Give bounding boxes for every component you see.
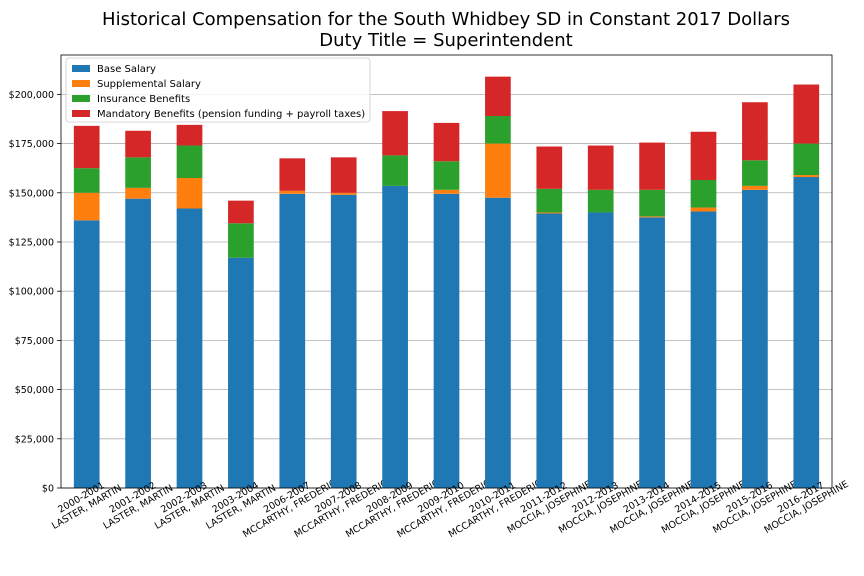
y-tick-label: $200,000 (9, 90, 54, 101)
y-tick-label: $25,000 (15, 434, 54, 445)
bar-segment (639, 189, 665, 217)
legend-swatch (72, 110, 90, 117)
bar-segment (382, 185, 408, 488)
bar-segment (73, 192, 100, 221)
plot-area: $0 $25,000 $50,000 $75,000 $100,000 $125,000 $… (9, 54, 851, 540)
bar-segment (536, 212, 563, 214)
y-tick-label: $175,000 (9, 139, 54, 150)
bar-segment (228, 257, 254, 488)
bar-segment (793, 177, 820, 488)
bar-segment (330, 192, 357, 195)
bar-segment (433, 161, 460, 190)
y-tick-label: $50,000 (15, 385, 54, 396)
bar-segment (485, 197, 511, 488)
bar-segment (536, 213, 563, 488)
bar-segment (639, 142, 665, 190)
legend-label: Supplemental Salary (97, 79, 201, 90)
y-tick-label: $75,000 (15, 336, 54, 347)
bar-segment (742, 102, 768, 161)
bar-segment (485, 116, 511, 144)
bar-segment (639, 216, 665, 218)
bar-segment (536, 188, 563, 213)
y-tick-label: $150,000 (9, 188, 54, 199)
bar-segment (279, 158, 306, 191)
bar-segment (382, 155, 408, 186)
legend-label: Mandatory Benefits (pension funding + pa… (97, 109, 365, 120)
bar-segment (742, 189, 768, 489)
axes-frame (60, 54, 833, 489)
chart-subtitle: Duty Title = Superintendent (319, 30, 572, 51)
bar-segment (125, 198, 151, 488)
y-tick-label: $125,000 (9, 237, 54, 248)
legend-swatch (72, 65, 90, 72)
bar-segment (176, 208, 203, 488)
bar-segment (587, 212, 614, 489)
bar-segment (587, 189, 614, 213)
legend: Base Salary Supplemental Salary Insurance … (65, 57, 371, 123)
legend-label: Base Salary (97, 64, 156, 75)
bar-segment (330, 194, 357, 488)
bar-segment (639, 217, 665, 488)
bar-segment (742, 185, 768, 190)
bar-segment (279, 193, 306, 488)
bar-segment (433, 122, 460, 162)
bar-segment (125, 130, 151, 158)
bar-segment (485, 143, 511, 198)
bar-segment (279, 190, 306, 194)
legend-swatch (72, 80, 90, 87)
bar-segment (228, 200, 254, 224)
y-tick-label: $100,000 (9, 287, 54, 298)
y-tick-label: $0 (42, 484, 54, 495)
bar-segment (485, 76, 511, 117)
bar-segment (73, 168, 100, 193)
bar-segment (125, 157, 151, 188)
bar-segment (228, 223, 254, 258)
legend-box (65, 57, 371, 123)
bar-segment (536, 146, 563, 189)
bar-segment (690, 207, 717, 212)
bar-segment (73, 125, 100, 169)
bar-segment (176, 124, 203, 146)
bar-segment (793, 175, 820, 178)
chart-title: Historical Compensation for the South Wh… (102, 9, 790, 30)
bar-segment (433, 189, 460, 194)
bar-segment (330, 157, 357, 193)
bar-segment (382, 111, 408, 156)
bar-segment (793, 143, 820, 176)
bar-segment (433, 193, 460, 488)
legend-label: Insurance Benefits (97, 94, 190, 105)
bar-segment (176, 178, 203, 209)
bar-segment (690, 131, 717, 180)
bar-segment (125, 187, 151, 199)
bar-segment (587, 145, 614, 190)
bar-segment (742, 160, 768, 186)
legend-swatch (72, 95, 90, 102)
bar-segment (176, 145, 203, 179)
bar-segment (690, 211, 717, 488)
bar-segment (690, 179, 717, 208)
bar-segment (73, 220, 100, 488)
bar-segment (793, 84, 820, 144)
